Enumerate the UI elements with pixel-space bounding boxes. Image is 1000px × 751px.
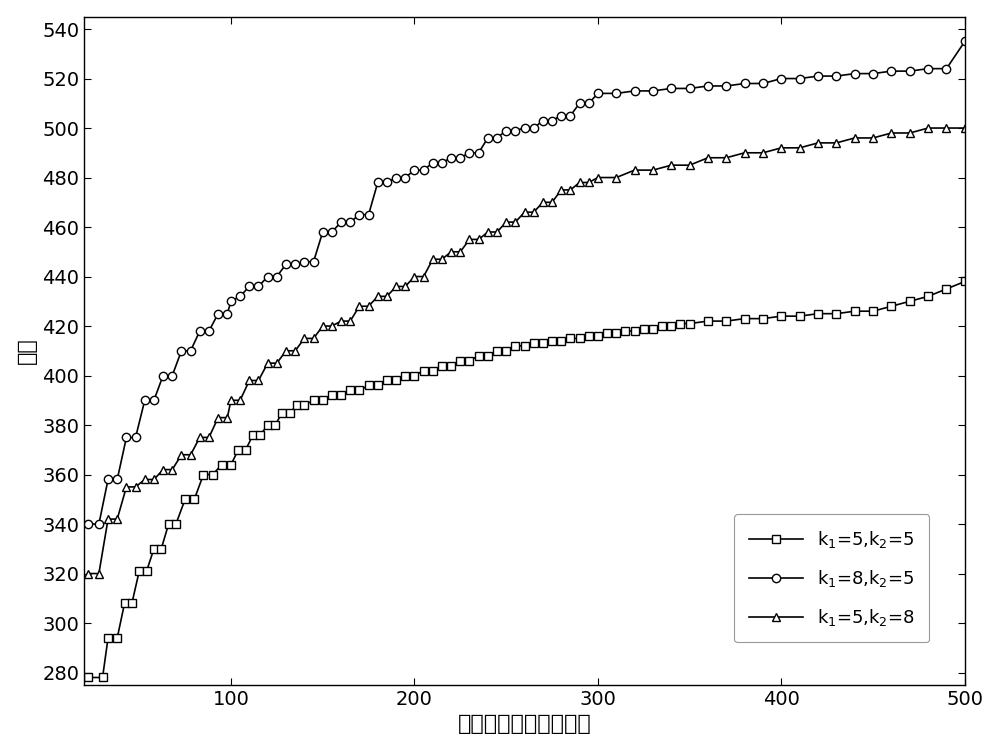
k$_1$=5,k$_2$=5 [291,401,303,410]
k$_1$=8,k$_2$=5 [959,37,971,46]
k$_1$=5,k$_2$=5 [867,306,879,315]
k$_1$=5,k$_2$=8 [922,123,934,132]
k$_1$=5,k$_2$=5 [959,277,971,286]
k$_1$=5,k$_2$=5 [197,470,209,479]
k$_1$=5,k$_2$=8 [317,321,329,330]
X-axis label: 距离基站的距离（米）: 距离基站的距离（米） [458,714,591,734]
Legend: k$_1$=5,k$_2$=5, k$_1$=8,k$_2$=5, k$_1$=5,k$_2$=8: k$_1$=5,k$_2$=5, k$_1$=8,k$_2$=5, k$_1$=… [734,514,929,642]
k$_1$=5,k$_2$=8 [381,292,393,301]
k$_1$=5,k$_2$=8 [363,302,375,311]
k$_1$=5,k$_2$=5 [317,396,329,405]
k$_1$=8,k$_2$=5 [317,228,329,237]
k$_1$=5,k$_2$=8 [308,334,320,343]
k$_1$=5,k$_2$=8 [463,235,475,244]
Line: k$_1$=8,k$_2$=5: k$_1$=8,k$_2$=5 [84,38,969,528]
Line: k$_1$=5,k$_2$=8: k$_1$=5,k$_2$=8 [84,124,969,578]
k$_1$=8,k$_2$=5 [82,520,94,529]
k$_1$=5,k$_2$=8 [959,123,971,132]
Line: k$_1$=5,k$_2$=5: k$_1$=5,k$_2$=5 [84,277,969,682]
k$_1$=5,k$_2$=8 [82,569,94,578]
k$_1$=8,k$_2$=5 [363,210,375,219]
k$_1$=8,k$_2$=5 [308,257,320,266]
k$_1$=5,k$_2$=5 [436,361,448,370]
k$_1$=8,k$_2$=5 [463,148,475,157]
k$_1$=8,k$_2$=5 [221,309,233,318]
k$_1$=8,k$_2$=5 [381,178,393,187]
k$_1$=5,k$_2$=8 [221,413,233,422]
Y-axis label: 跳数: 跳数 [17,337,37,364]
k$_1$=5,k$_2$=5 [82,673,94,682]
k$_1$=5,k$_2$=5 [284,408,296,417]
